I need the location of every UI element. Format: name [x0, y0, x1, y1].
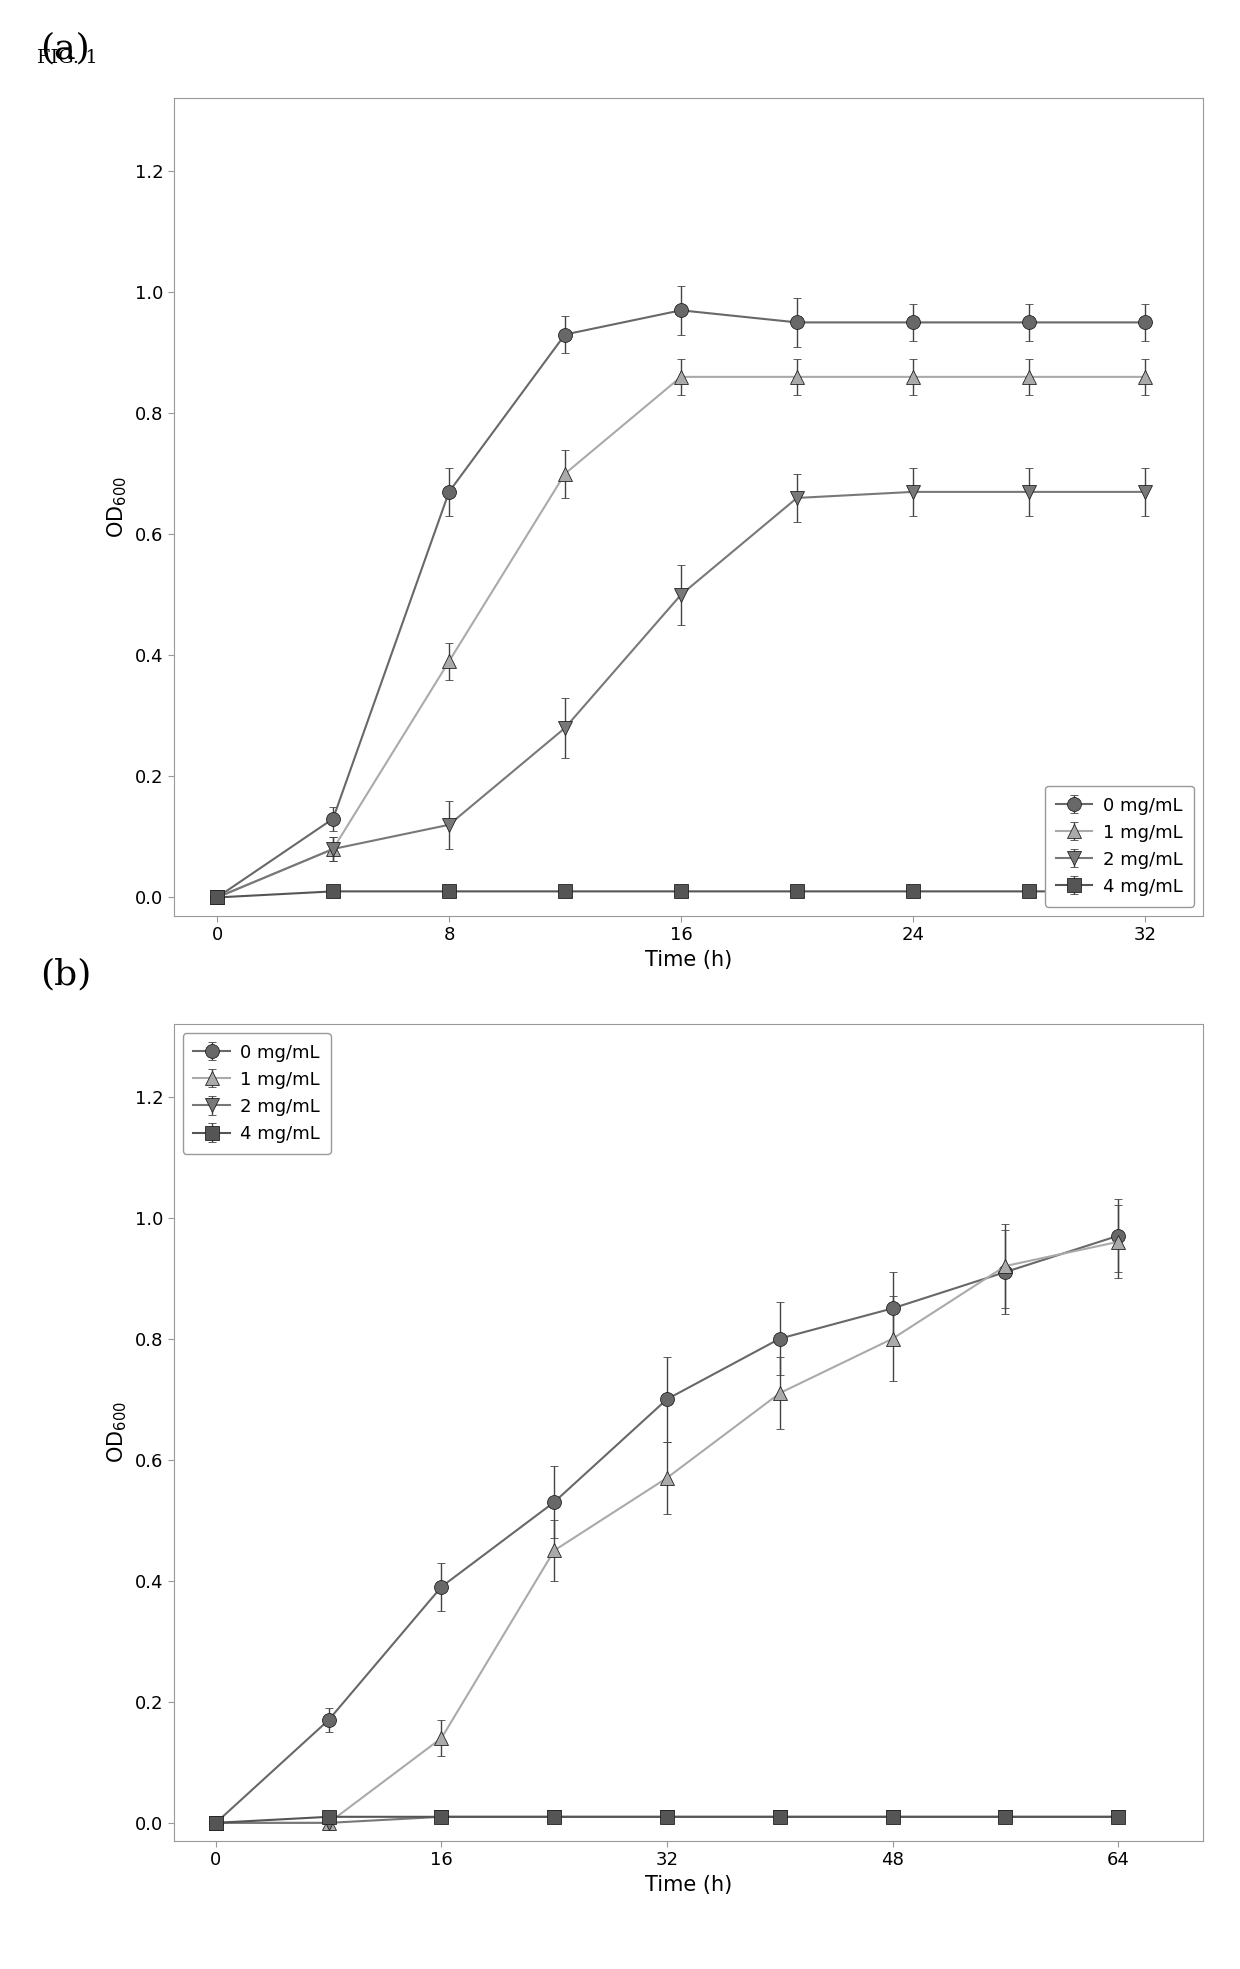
- Y-axis label: OD$_{600}$: OD$_{600}$: [105, 1402, 129, 1463]
- Text: (b): (b): [40, 957, 92, 990]
- Text: FIG. 1: FIG. 1: [37, 49, 98, 67]
- Legend: 0 mg/mL, 1 mg/mL, 2 mg/mL, 4 mg/mL: 0 mg/mL, 1 mg/mL, 2 mg/mL, 4 mg/mL: [1045, 786, 1194, 906]
- Y-axis label: OD$_{600}$: OD$_{600}$: [105, 476, 129, 538]
- X-axis label: Time (h): Time (h): [645, 949, 732, 969]
- X-axis label: Time (h): Time (h): [645, 1874, 732, 1894]
- Text: (a): (a): [40, 32, 89, 65]
- Legend: 0 mg/mL, 1 mg/mL, 2 mg/mL, 4 mg/mL: 0 mg/mL, 1 mg/mL, 2 mg/mL, 4 mg/mL: [182, 1034, 331, 1154]
